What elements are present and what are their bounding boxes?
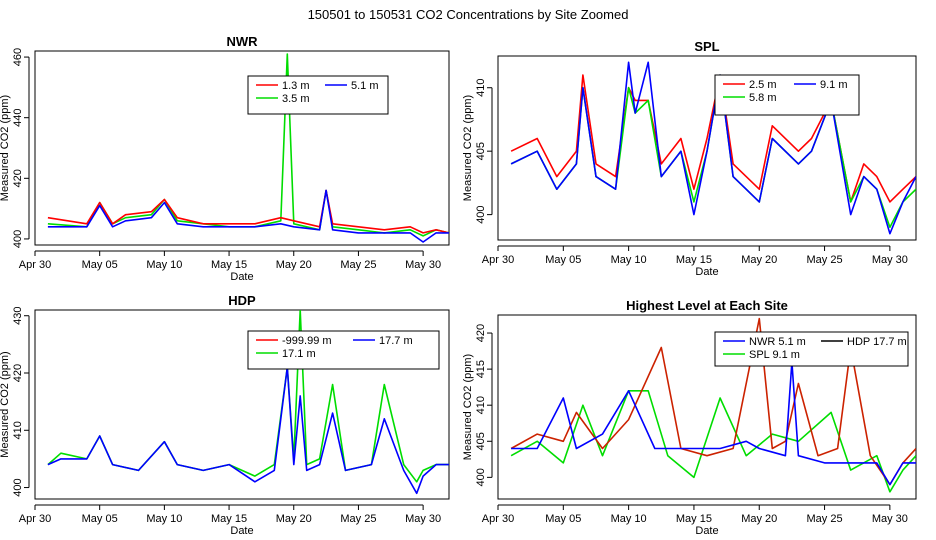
x-tick-label: May 30 — [405, 513, 441, 525]
series-line-nwr-5-1-m — [511, 361, 916, 486]
x-tick-label: May 05 — [545, 513, 581, 525]
series-line-5-1-m — [47, 189, 449, 243]
x-tick-label: May 25 — [340, 259, 376, 271]
legend-label: 3.5 m — [282, 93, 310, 105]
legend-label: HDP 17.7 m — [847, 336, 907, 348]
series-line-9-1-m — [510, 61, 916, 235]
x-tick-label: Apr 30 — [19, 259, 51, 271]
x-tick-label: May 10 — [146, 513, 182, 525]
x-tick-label: May 20 — [741, 513, 777, 525]
x-axis-label: Date — [230, 271, 253, 283]
legend-label: -999.99 m — [282, 335, 332, 347]
x-tick-label: May 10 — [611, 254, 647, 266]
legend: NWR 5.1 m HDP 17.7 m SPL 9.1 m — [714, 331, 909, 367]
y-axis-label: Measured CO2 (ppm) — [0, 351, 11, 457]
panel-title: SPL — [694, 39, 719, 54]
y-tick-label: 400 — [12, 230, 24, 248]
figure-title: 150501 to 150531 CO2 Concentrations by S… — [308, 7, 629, 22]
y-tick-label: 420 — [12, 169, 24, 187]
x-tick-label: May 05 — [82, 513, 118, 525]
x-tick-label: May 10 — [611, 513, 647, 525]
legend-label: SPL 9.1 m — [749, 349, 800, 361]
x-tick-label: May 15 — [211, 259, 247, 271]
x-tick-label: May 20 — [276, 259, 312, 271]
series-line-1-3-m — [47, 189, 449, 234]
y-axis-label: Measured CO2 (ppm) — [462, 354, 474, 460]
x-tick-label: Apr 30 — [482, 254, 514, 266]
x-tick-label: Apr 30 — [19, 513, 51, 525]
legend-label: 5.1 m — [351, 80, 379, 92]
y-tick-label: 400 — [475, 468, 487, 486]
x-tick-label: May 15 — [211, 513, 247, 525]
chart-hdp: HDP Apr 30 May 05 May 10 May 15 May 20 May 25 M… — [0, 293, 450, 537]
y-tick-label: 420 — [475, 324, 487, 342]
legend-box — [247, 330, 440, 370]
x-axis-label: Date — [695, 266, 718, 278]
y-tick-label: 410 — [475, 79, 487, 97]
legend-box — [714, 331, 909, 367]
plot-frame — [497, 55, 917, 241]
legend: 2.5 m 9.1 m 5.8 m — [714, 74, 860, 116]
y-tick-label: 430 — [12, 307, 24, 325]
x-tick-label: May 05 — [82, 259, 118, 271]
legend-label: 5.8 m — [749, 92, 777, 104]
legend-label: 17.7 m — [379, 335, 413, 347]
x-axis-label: Date — [230, 525, 253, 537]
x-tick-label: May 30 — [405, 259, 441, 271]
y-tick-label: 405 — [475, 142, 487, 160]
x-tick-label: May 20 — [276, 513, 312, 525]
plot-frame — [34, 309, 450, 500]
y-tick-label: 410 — [475, 396, 487, 414]
y-tick-label: 420 — [12, 364, 24, 382]
legend-label: NWR 5.1 m — [749, 336, 806, 348]
panel-title: HDP — [228, 293, 256, 308]
y-axis-label: Measured CO2 (ppm) — [462, 95, 474, 201]
x-tick-label: May 05 — [545, 254, 581, 266]
y-axis-label: Measured CO2 (ppm) — [0, 95, 11, 201]
x-tick-label: May 30 — [872, 513, 908, 525]
y-tick-label: 405 — [475, 432, 487, 450]
chart-nwr: NWR Apr 30 May 05 May 10 May 15 May 20 May 25 M… — [0, 34, 450, 283]
panel-title: Highest Level at Each Site — [626, 298, 788, 313]
x-tick-label: May 15 — [676, 254, 712, 266]
y-tick-label: 460 — [12, 48, 24, 66]
y-tick-label: 440 — [12, 109, 24, 127]
x-axis-label: Date — [695, 525, 718, 537]
x-tick-label: May 20 — [741, 254, 777, 266]
panel-title: NWR — [226, 34, 258, 49]
chart-highest-level-at-each-site: Highest Level at Each Site Apr 30 May 05 Ma… — [462, 298, 917, 537]
x-tick-label: May 25 — [807, 254, 843, 266]
series-line-3-5-m — [47, 53, 449, 237]
series-line-hdp-17-7-m — [510, 317, 916, 486]
series-line-2-5-m — [510, 74, 916, 203]
chart-panels: NWR Apr 30 May 05 May 10 May 15 May 20 May 25 M… — [0, 34, 917, 537]
legend-box — [714, 74, 860, 116]
legend-label: 9.1 m — [820, 79, 848, 91]
legend: -999.99 m 17.7 m 17.1 m — [247, 330, 440, 370]
legend-label: 1.3 m — [282, 80, 310, 92]
y-tick-label: 415 — [475, 360, 487, 378]
legend-box — [247, 75, 389, 115]
x-tick-label: May 25 — [807, 513, 843, 525]
y-tick-label: 400 — [12, 478, 24, 496]
x-tick-label: Apr 30 — [482, 513, 514, 525]
x-tick-label: May 15 — [676, 513, 712, 525]
legend-label: 2.5 m — [749, 79, 777, 91]
chart-spl: SPL Apr 30 May 05 May 10 May 15 May 20 May 25 M… — [462, 39, 917, 278]
series-line-17-7-m — [47, 366, 449, 495]
series-line-spl-9-1-m — [510, 389, 916, 493]
plot-frame — [34, 50, 450, 246]
x-tick-label: May 30 — [872, 254, 908, 266]
legend: 1.3 m 5.1 m 3.5 m — [247, 75, 389, 115]
legend-label: 17.1 m — [282, 348, 316, 360]
x-tick-label: May 25 — [340, 513, 376, 525]
y-tick-label: 410 — [12, 421, 24, 439]
x-tick-label: May 10 — [146, 259, 182, 271]
plot-frame — [497, 314, 917, 500]
y-tick-label: 400 — [475, 205, 487, 223]
